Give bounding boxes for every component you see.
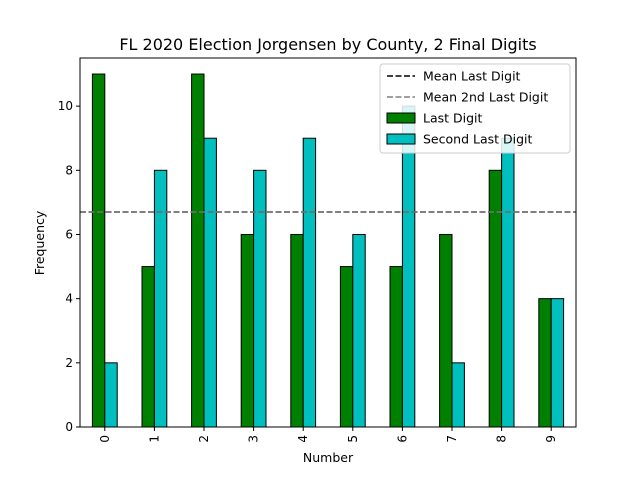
bar-second-last-digit-8	[501, 137, 515, 428]
x-tick-label-1: 1	[147, 435, 161, 443]
x-tick-label-5: 5	[346, 435, 360, 443]
bar-last-digit-4	[290, 233, 304, 428]
bar-second-last-digit-4	[302, 137, 317, 428]
bar-second-last-digit-1	[153, 169, 168, 428]
bar-second-last-digit-3	[253, 169, 267, 428]
bar-second-last-digit-0	[104, 362, 118, 428]
y-tick-label-0: 0	[65, 420, 73, 434]
bar-last-digit-1	[141, 266, 155, 428]
x-tick-label-0: 0	[98, 435, 112, 443]
bar-last-digit-8	[488, 169, 503, 428]
legend-label-mean-last-digit: Mean Last Digit	[423, 69, 521, 84]
y-tick-label-4: 4	[65, 292, 73, 306]
x-tick-label-6: 6	[395, 435, 409, 443]
legend-label-last-digit: Last Digit	[423, 111, 483, 126]
bar-last-digit-7	[439, 233, 453, 428]
legend-swatch-second-last-digit	[386, 133, 416, 145]
y-tick-label-8: 8	[65, 163, 73, 177]
bar-last-digit-9	[538, 298, 552, 428]
x-tick-label-8: 8	[495, 435, 509, 443]
legend: Mean Last Digit Mean 2nd Last Digit Last D…	[379, 63, 571, 154]
plot-frame	[79, 57, 577, 428]
bar-second-last-digit-6	[401, 105, 416, 428]
x-axis-label: Number	[303, 450, 354, 465]
plot-area: 0 2 4 6 8 10 0 1 2 3 4 5 6 7 8 9	[58, 57, 577, 443]
bar-last-digit-3	[240, 233, 255, 428]
bar-second-last-digit-5	[352, 233, 366, 428]
bar-second-last-digit-2	[203, 137, 217, 428]
bar-second-last-digit-7	[451, 362, 465, 428]
bar-last-digit-2	[191, 73, 205, 428]
legend-box	[379, 63, 571, 154]
y-tick-label-2: 2	[65, 356, 73, 370]
legend-label-second-last-digit: Second Last Digit	[423, 132, 532, 147]
bar-second-last-digit-9	[550, 298, 565, 428]
x-tick-label-7: 7	[445, 435, 459, 443]
y-axis-label: Frequency	[32, 210, 47, 275]
legend-swatch-last-digit	[386, 112, 416, 124]
x-tick-label-3: 3	[247, 435, 261, 443]
y-tick-label-6: 6	[65, 227, 73, 241]
bar-last-digit-0	[91, 73, 106, 428]
legend-label-mean-2nd-last-digit: Mean 2nd Last Digit	[423, 90, 548, 105]
x-tick-label-9: 9	[544, 435, 558, 443]
bar-last-digit-5	[339, 266, 354, 428]
chart-title: FL 2020 Election Jorgensen by County, 2 …	[119, 35, 536, 54]
bar-last-digit-6	[389, 266, 403, 428]
x-tick-label-4: 4	[296, 435, 310, 443]
y-tick-label-10: 10	[58, 99, 73, 113]
x-tick-label-2: 2	[197, 435, 211, 443]
